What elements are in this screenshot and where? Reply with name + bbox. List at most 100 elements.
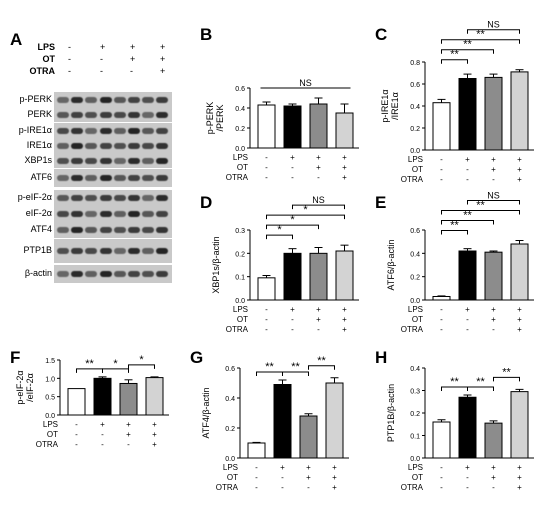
condition-sign: - bbox=[101, 440, 104, 449]
condition-label: OTRA bbox=[36, 440, 59, 449]
blot-band bbox=[99, 271, 112, 277]
bar bbox=[299, 415, 318, 459]
blot-condition-sign: + bbox=[160, 66, 166, 76]
bar bbox=[484, 76, 503, 151]
bar bbox=[335, 112, 354, 149]
condition-sign: - bbox=[291, 163, 294, 172]
blot-band bbox=[57, 157, 69, 164]
blot-band bbox=[71, 248, 84, 254]
significance-bracket bbox=[441, 39, 520, 44]
condition-label: OT bbox=[412, 473, 423, 482]
blot-band bbox=[113, 211, 126, 217]
y-tick-label: 0.1 bbox=[410, 434, 420, 441]
condition-sign: - bbox=[291, 173, 294, 182]
bar bbox=[510, 391, 529, 459]
blot-band bbox=[128, 142, 140, 149]
significance-label: ** bbox=[450, 376, 459, 388]
blot-band bbox=[99, 211, 112, 217]
blot-band bbox=[85, 111, 98, 118]
condition-sign: + bbox=[465, 305, 470, 314]
blot-condition-sign: - bbox=[100, 66, 103, 76]
bar bbox=[257, 277, 276, 301]
blot-band bbox=[128, 175, 140, 181]
blot-condition-sign: + bbox=[160, 42, 166, 52]
blot-band bbox=[85, 142, 98, 149]
significance-bracket bbox=[441, 49, 494, 54]
condition-sign: + bbox=[332, 463, 337, 472]
condition-sign: - bbox=[440, 305, 443, 314]
bar bbox=[273, 384, 292, 459]
y-tick-label: 0.0 bbox=[410, 148, 420, 155]
condition-sign: - bbox=[440, 473, 443, 482]
blot-band bbox=[142, 96, 155, 103]
y-axis-label: ATF6/β-actin bbox=[386, 239, 396, 290]
condition-sign: + bbox=[316, 305, 321, 314]
condition-label: OT bbox=[227, 473, 238, 482]
blot-band bbox=[142, 195, 155, 201]
significance-label: * bbox=[303, 204, 308, 216]
y-tick-label: 0.2 bbox=[410, 411, 420, 418]
condition-label: OTRA bbox=[226, 325, 249, 334]
condition-sign: + bbox=[491, 155, 496, 164]
blot-band bbox=[128, 248, 140, 254]
condition-sign: - bbox=[492, 175, 495, 184]
panel-letter-a: A bbox=[10, 30, 23, 49]
blot-band bbox=[113, 175, 126, 181]
blot-band bbox=[57, 142, 69, 149]
blot-band bbox=[99, 142, 112, 149]
blot-band bbox=[156, 142, 169, 149]
blot-condition-otra: OTRA bbox=[29, 66, 56, 76]
condition-sign: - bbox=[281, 473, 284, 482]
condition-sign: - bbox=[466, 165, 469, 174]
bar bbox=[247, 442, 266, 459]
significance-bracket bbox=[441, 59, 468, 64]
condition-sign: + bbox=[152, 420, 157, 429]
blot-condition-sign: - bbox=[130, 66, 133, 76]
blot-band bbox=[156, 127, 169, 134]
y-tick-label: 0.2 bbox=[410, 126, 420, 133]
blot-band bbox=[128, 157, 140, 164]
blot-band bbox=[128, 96, 140, 103]
significance-bracket bbox=[266, 224, 319, 230]
condition-sign: - bbox=[317, 325, 320, 334]
condition-sign: + bbox=[465, 463, 470, 472]
panel-letter-c: C bbox=[375, 25, 388, 44]
significance-label: ** bbox=[476, 376, 485, 388]
y-tick-label: 0.8 bbox=[410, 60, 420, 67]
condition-sign: - bbox=[127, 440, 130, 449]
y-tick-label: 0.4 bbox=[410, 366, 420, 373]
condition-sign: + bbox=[152, 430, 157, 439]
blot-band bbox=[99, 111, 112, 118]
condition-sign: + bbox=[517, 463, 522, 472]
blot-band bbox=[128, 211, 140, 217]
blot-band bbox=[142, 142, 155, 149]
blot-label: eIF-2α bbox=[25, 208, 52, 218]
blot-band bbox=[71, 96, 84, 103]
blot-band bbox=[142, 111, 155, 118]
significance-bracket bbox=[102, 368, 129, 373]
significance-label: ** bbox=[476, 200, 485, 212]
blot-label: p-IRE1α bbox=[18, 124, 52, 135]
condition-sign: + bbox=[517, 175, 522, 184]
condition-sign: + bbox=[280, 463, 285, 472]
condition-label: OTRA bbox=[226, 173, 249, 182]
condition-sign: - bbox=[281, 483, 284, 492]
condition-sign: - bbox=[317, 173, 320, 182]
significance-label: ** bbox=[463, 210, 472, 222]
bar bbox=[484, 251, 503, 301]
bar bbox=[119, 382, 138, 416]
y-tick-label: 0.0 bbox=[225, 456, 235, 463]
y-tick-label: 0.0 bbox=[235, 298, 245, 305]
blot-condition-ot: OT bbox=[42, 54, 56, 64]
condition-sign: - bbox=[466, 473, 469, 482]
bar bbox=[484, 422, 503, 459]
bar bbox=[325, 382, 344, 459]
panel-letter-h: H bbox=[375, 348, 388, 367]
significance-label: * bbox=[277, 224, 282, 236]
condition-sign: + bbox=[517, 483, 522, 492]
blot-band bbox=[71, 211, 84, 217]
blot-band bbox=[113, 142, 126, 149]
y-tick-label: 0.0 bbox=[45, 413, 55, 420]
